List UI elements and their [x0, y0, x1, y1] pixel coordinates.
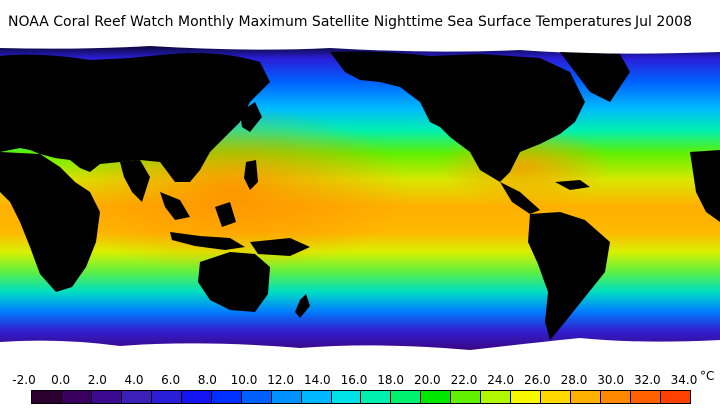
india-landmass: [120, 160, 150, 202]
colorbar-swatch: [661, 391, 690, 403]
eurasia-landmass: [0, 53, 270, 182]
colorbar-swatch: [271, 391, 302, 403]
colorbar-tick-label: 34.0: [670, 373, 698, 387]
colorbar-swatch: [391, 391, 422, 403]
new-zealand-islands: [295, 294, 310, 318]
arctic-ice: [0, 42, 720, 54]
colorbar-tick-label: 28.0: [560, 373, 588, 387]
colorbar-unit-label: °C: [700, 369, 715, 383]
colorbar-tick-label: 6.0: [161, 373, 181, 387]
caribbean-islands: [555, 180, 590, 190]
australia-landmass: [198, 252, 270, 312]
sst-map-graphic: [0, 42, 720, 370]
colorbar-tick-label: 16.0: [340, 373, 368, 387]
colorbar-tick-label: 10.0: [230, 373, 258, 387]
colorbar-swatch: [211, 391, 242, 403]
colorbar-tick-label: 32.0: [633, 373, 661, 387]
colorbar-swatch: [151, 391, 182, 403]
colorbar-swatch: [61, 391, 92, 403]
philippines-islands: [244, 160, 258, 190]
antarctic-ice: [0, 338, 720, 370]
colorbar-tick-label: 20.0: [413, 373, 441, 387]
colorbar-swatch: [91, 391, 122, 403]
map-title: NOAA Coral Reef Watch Monthly Maximum Sa…: [8, 14, 632, 30]
colorbar-tick-label: 8.0: [197, 373, 217, 387]
colorbar-swatch: [181, 391, 212, 403]
colorbar-swatch: [361, 391, 392, 403]
colorbar-tick-label: 22.0: [450, 373, 478, 387]
africa-west-edge: [690, 150, 720, 222]
colorbar-tick-label: 30.0: [597, 373, 625, 387]
indonesia-islands: [170, 232, 245, 250]
greenland-landmass: [560, 52, 630, 102]
colorbar-tick-labels: -2.0 0.0 2.0 4.0 6.0 8.0 10.0 12.0 14.0 16.0 18.0 2…: [0, 369, 720, 389]
colorbar-tick-label: 24.0: [487, 373, 515, 387]
colorbar-swatch: [481, 391, 512, 403]
colorbar-swatch: [571, 391, 602, 403]
colorbar-tick-label: 12.0: [267, 373, 295, 387]
temperature-colorbar: [31, 390, 691, 404]
colorbar-tick-label: 0.0: [51, 373, 71, 387]
colorbar-tick-label: 18.0: [377, 373, 405, 387]
colorbar-swatch: [601, 391, 632, 403]
borneo-island: [215, 202, 236, 227]
colorbar-tick-label: 2.0: [87, 373, 107, 387]
africa-landmass: [0, 152, 100, 292]
colorbar-swatch: [241, 391, 272, 403]
colorbar-swatch: [121, 391, 152, 403]
new-guinea-island: [250, 238, 310, 256]
north-america-landmass: [330, 51, 585, 182]
indochina-landmass: [160, 192, 190, 220]
sst-map: [0, 42, 720, 370]
colorbar-swatch: [301, 391, 332, 403]
colorbar-swatch: [331, 391, 362, 403]
colorbar-swatch: [631, 391, 662, 403]
colorbar-tick-label: 26.0: [523, 373, 551, 387]
colorbar-tick-label: 4.0: [124, 373, 144, 387]
south-america-landmass: [528, 212, 610, 340]
colorbar-swatch: [421, 391, 452, 403]
header: NOAA Coral Reef Watch Monthly Maximum Sa…: [0, 0, 720, 42]
colorbar-tick-label: 14.0: [303, 373, 331, 387]
colorbar-swatch: [511, 391, 542, 403]
colorbar-tick-label: -2.0: [12, 373, 36, 387]
map-date: Jul 2008: [635, 14, 692, 30]
central-america-landmass: [500, 182, 540, 214]
colorbar-swatch: [32, 391, 62, 403]
japan-islands: [240, 102, 262, 132]
colorbar-swatch: [541, 391, 572, 403]
colorbar-swatch: [451, 391, 482, 403]
